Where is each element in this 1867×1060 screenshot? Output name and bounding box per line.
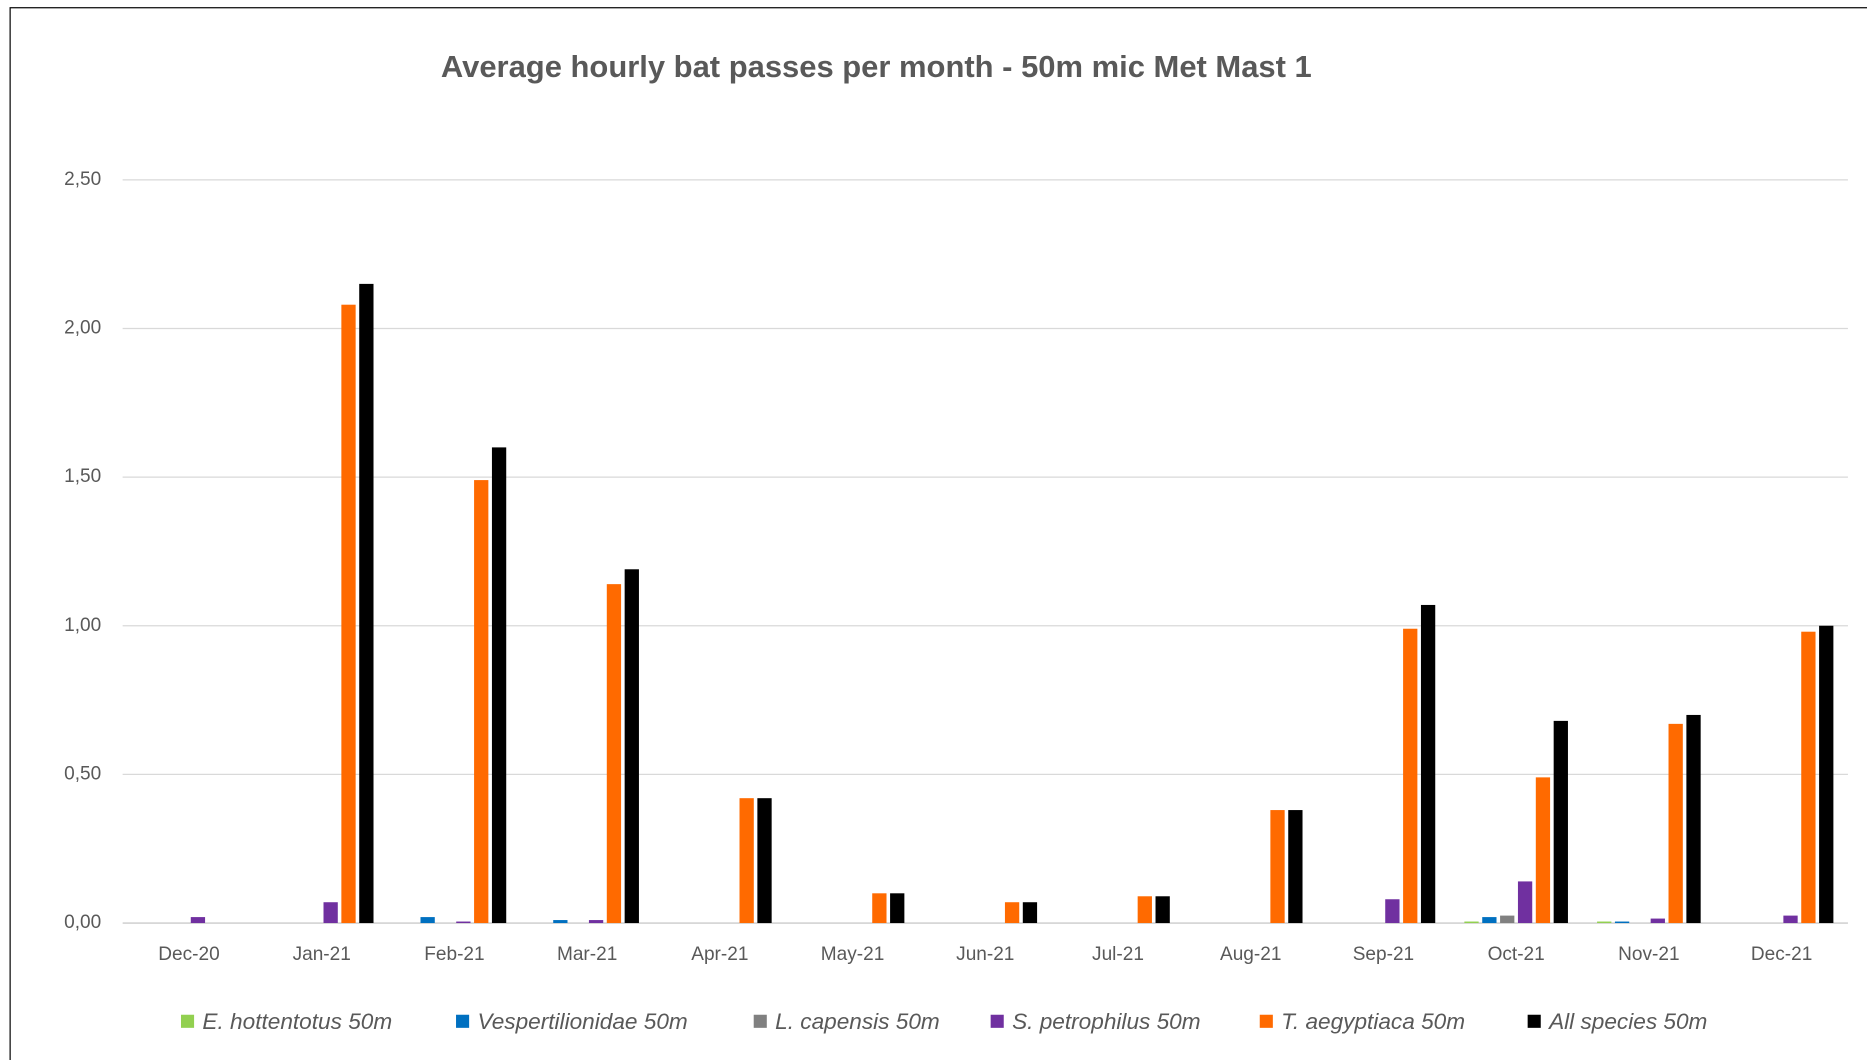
legend-label: T. aegyptiaca 50m (1281, 1009, 1465, 1034)
bar (553, 920, 568, 924)
x-tick-label: Jun-21 (956, 944, 1014, 965)
x-tick-label: Dec-20 (158, 944, 219, 965)
bar (1614, 921, 1630, 924)
y-tick-label: 2,00 (64, 318, 101, 339)
bar (757, 798, 772, 924)
x-tick-label: Feb-21 (424, 944, 484, 965)
legend-label: All species 50m (1547, 1009, 1707, 1034)
bar (1403, 628, 1418, 924)
bar (1500, 915, 1515, 924)
bar (1597, 921, 1612, 924)
bar (606, 584, 622, 924)
chart-frame (9, 7, 1867, 1060)
bar (1686, 714, 1701, 924)
bar (1801, 631, 1816, 924)
bar (890, 893, 905, 924)
bar (1137, 896, 1152, 924)
legend-swatch (1527, 1014, 1541, 1028)
legend-swatch (1259, 1014, 1273, 1028)
bar (1553, 720, 1568, 924)
bar (1482, 917, 1497, 924)
legend-label: Vespertilionidae 50m (477, 1009, 687, 1034)
bar (1004, 902, 1020, 924)
bar (1420, 604, 1436, 924)
x-tick-label: Sep-21 (1353, 944, 1414, 965)
legend-label: E. hottentotus 50m (202, 1009, 392, 1034)
bar (1155, 896, 1170, 924)
bar (323, 902, 338, 924)
bar (1517, 881, 1533, 924)
x-tick-label: Aug-21 (1220, 944, 1281, 965)
bar (588, 920, 604, 924)
bar (420, 917, 435, 924)
bar (359, 283, 374, 924)
y-tick-label: 0,00 (64, 912, 101, 933)
y-tick-label: 1,00 (64, 615, 101, 636)
x-tick-label: Nov-21 (1618, 944, 1679, 965)
legend-swatch (753, 1014, 767, 1028)
bar (1270, 810, 1285, 924)
bar (1385, 899, 1400, 924)
legend-swatch (456, 1014, 470, 1028)
x-tick-label: Jul-21 (1092, 944, 1144, 965)
bar (1668, 723, 1683, 924)
x-tick-label: Jan-21 (293, 944, 351, 965)
bar (341, 304, 356, 924)
bar (1819, 625, 1834, 924)
bar (1022, 902, 1038, 924)
legend-swatch (990, 1014, 1004, 1028)
bar (624, 569, 639, 924)
bar (474, 480, 489, 924)
chart-title: Average hourly bat passes per month - 50… (441, 49, 1312, 84)
x-tick-label: Apr-21 (691, 944, 748, 965)
x-tick-label: Oct-21 (1488, 944, 1545, 965)
bar (1535, 777, 1551, 924)
bar (1650, 918, 1665, 924)
bar (1783, 915, 1798, 924)
bar (739, 798, 754, 924)
y-tick-label: 0,50 (64, 763, 101, 784)
bar (456, 921, 471, 924)
x-tick-label: Mar-21 (557, 944, 617, 965)
bar (190, 917, 206, 924)
y-tick-label: 2,50 (64, 169, 101, 190)
legend-label: S. petrophilus 50m (1012, 1009, 1200, 1034)
x-tick-label: Dec-21 (1751, 944, 1812, 965)
bar (1464, 921, 1479, 924)
bar (491, 447, 507, 924)
x-tick-label: May-21 (821, 944, 885, 965)
y-tick-label: 1,50 (64, 466, 101, 487)
bar (1288, 810, 1303, 924)
legend-label: L. capensis 50m (775, 1009, 940, 1034)
legend-swatch (180, 1014, 195, 1028)
bar (872, 893, 887, 924)
